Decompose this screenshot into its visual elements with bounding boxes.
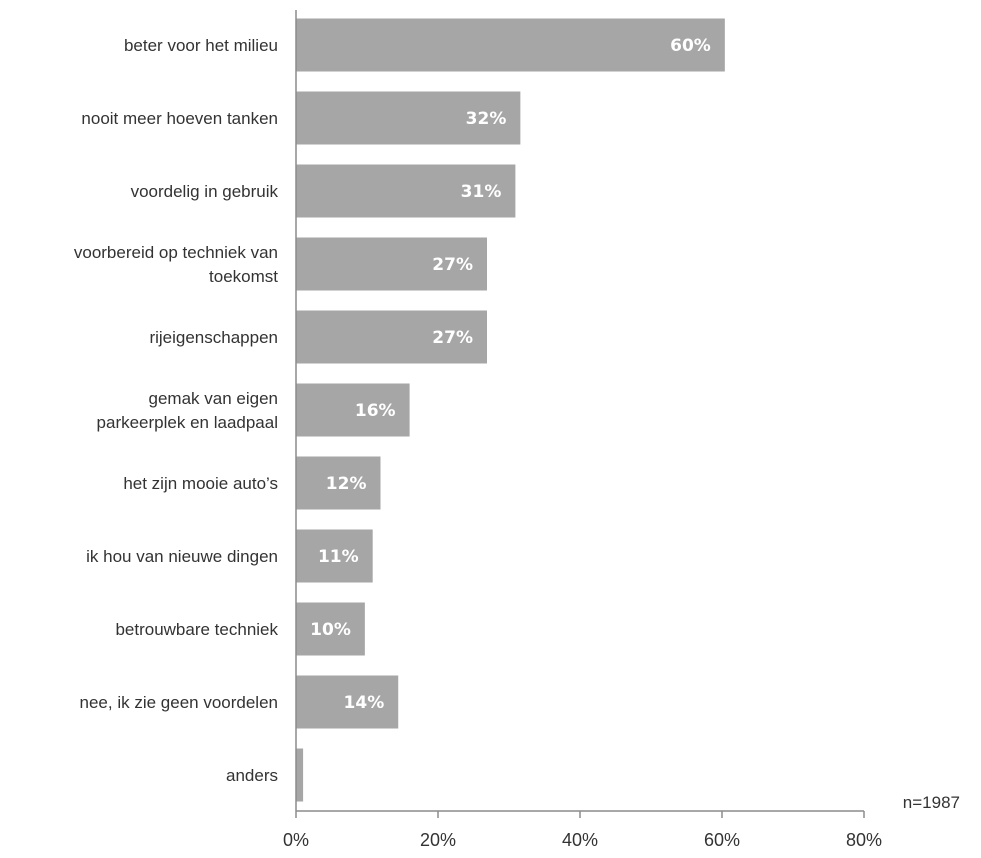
sample-size-note: n=1987 xyxy=(903,793,960,812)
bar xyxy=(296,310,487,364)
category-label: betrouwbare techniek xyxy=(115,620,278,639)
data-label: 31% xyxy=(461,182,502,202)
bar xyxy=(296,602,365,656)
bar xyxy=(296,456,381,510)
x-tick-label: 80% xyxy=(846,830,882,850)
bar xyxy=(296,529,373,583)
category-label: beter voor het milieu xyxy=(124,36,278,55)
data-label: 32% xyxy=(466,109,507,129)
data-label: 27% xyxy=(432,328,473,348)
category-label: nee, ik zie geen voordelen xyxy=(80,693,278,712)
category-label: gemak van eigen xyxy=(149,389,278,408)
category-label: ik hou van nieuwe dingen xyxy=(86,547,278,566)
x-tick-label: 60% xyxy=(704,830,740,850)
category-label: het zijn mooie auto’s xyxy=(123,474,278,493)
category-label: anders xyxy=(226,766,278,785)
bar xyxy=(296,748,304,802)
bar xyxy=(296,237,487,291)
data-label: 12% xyxy=(326,474,367,494)
bar xyxy=(296,18,725,72)
bar xyxy=(296,91,521,145)
data-label: 14% xyxy=(344,693,385,713)
x-tick-label: 0% xyxy=(283,830,309,850)
data-label: 16% xyxy=(355,401,396,421)
data-label: 10% xyxy=(310,620,351,640)
data-label: 11% xyxy=(318,547,359,567)
category-label: parkeerplek en laadpaal xyxy=(97,413,278,432)
bar xyxy=(296,675,399,729)
data-label: 27% xyxy=(432,255,473,275)
bar xyxy=(296,164,516,218)
category-label: toekomst xyxy=(209,267,278,286)
x-tick-label: 20% xyxy=(420,830,456,850)
bar xyxy=(296,383,410,437)
category-label: voordelig in gebruik xyxy=(131,182,279,201)
data-label: 60% xyxy=(670,36,711,56)
category-label: voorbereid op techniek van xyxy=(74,243,278,262)
category-label: nooit meer hoeven tanken xyxy=(81,109,278,128)
x-tick-label: 40% xyxy=(562,830,598,850)
category-label: rijeigenschappen xyxy=(149,328,278,347)
